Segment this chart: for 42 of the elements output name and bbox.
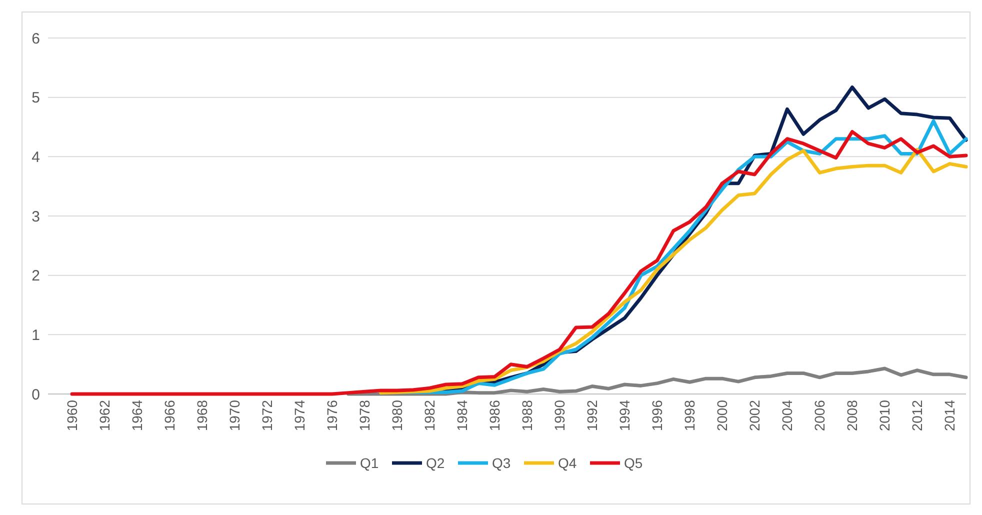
legend-label: Q1 xyxy=(360,454,379,471)
x-tick-label: 1974 xyxy=(292,400,308,432)
x-tick-label: 1966 xyxy=(162,400,178,432)
legend-label: Q2 xyxy=(426,454,445,471)
x-tick-label: 2002 xyxy=(746,400,763,432)
y-tick-label: 0 xyxy=(32,386,40,404)
x-tick-label: 1984 xyxy=(454,400,470,432)
y-tick-label: 6 xyxy=(32,30,40,48)
x-tick-label: 2000 xyxy=(714,400,730,432)
x-tick-label: 1990 xyxy=(552,400,568,432)
y-tick-label: 2 xyxy=(32,268,40,285)
x-tick-label: 1988 xyxy=(519,400,536,432)
x-tick-label: 2004 xyxy=(779,400,796,432)
x-tick-label: 2008 xyxy=(844,400,860,432)
y-tick-label: 1 xyxy=(32,326,40,344)
legend-label: Q5 xyxy=(624,454,643,471)
x-tick-label: 1964 xyxy=(129,400,146,432)
legend-label: Q3 xyxy=(492,454,511,471)
x-tick-label: 1982 xyxy=(422,400,438,432)
x-tick-label: 1970 xyxy=(226,400,243,432)
line-series xyxy=(70,130,968,396)
x-tick-label: 1978 xyxy=(356,400,373,432)
legend-label: Q4 xyxy=(558,454,577,471)
y-tick-label: 5 xyxy=(32,90,40,107)
line-series xyxy=(346,366,968,396)
x-tick-label: 2006 xyxy=(812,400,828,432)
y-tick-label: 4 xyxy=(32,148,40,166)
y-tick-label: 3 xyxy=(32,208,40,226)
x-tick-label: 1960 xyxy=(64,400,80,432)
x-tick-label: 2014 xyxy=(942,400,958,432)
x-tick-label: 1996 xyxy=(649,400,666,432)
x-tick-label: 1980 xyxy=(389,400,406,432)
x-tick-label: 1986 xyxy=(486,400,503,432)
x-tick-label: 1962 xyxy=(96,400,113,432)
x-tick-label: 1968 xyxy=(194,400,210,432)
x-tick-label: 1992 xyxy=(584,400,600,432)
x-tick-label: 1998 xyxy=(682,400,698,432)
x-tick-label: 1976 xyxy=(324,400,340,432)
x-tick-label: 1994 xyxy=(616,400,633,432)
x-tick-label: 1972 xyxy=(259,400,276,432)
x-tick-label: 2010 xyxy=(876,400,893,432)
x-tick-label: 2012 xyxy=(909,400,926,432)
